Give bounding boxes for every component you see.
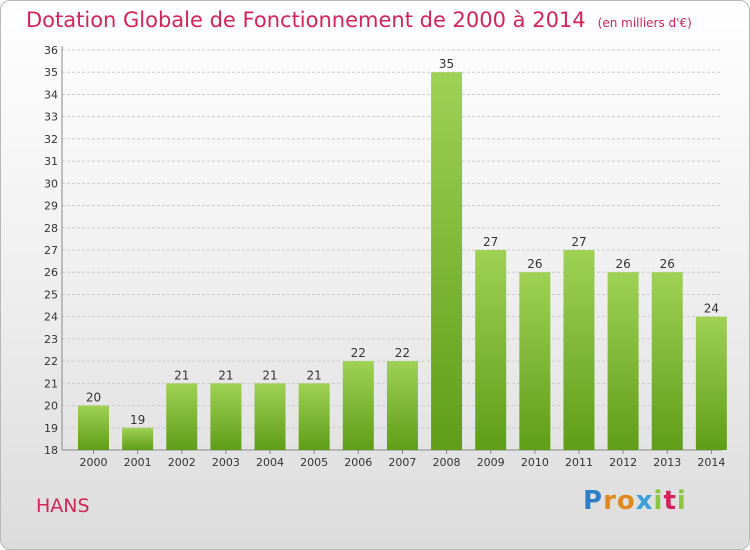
data-label: 26 — [527, 257, 542, 271]
bar-2002 — [166, 383, 198, 450]
data-label: 35 — [439, 57, 454, 71]
data-label: 21 — [262, 368, 277, 382]
y-tick-label: 19 — [44, 422, 58, 435]
data-label: 27 — [571, 235, 586, 249]
data-label: 24 — [704, 302, 719, 316]
commune-name: HANS — [36, 495, 90, 517]
y-tick-label: 21 — [44, 377, 58, 390]
x-tick-label: 2006 — [344, 456, 372, 469]
y-tick-label: 36 — [44, 44, 58, 57]
x-tick-label: 2011 — [565, 456, 593, 469]
data-label: 20 — [86, 391, 101, 405]
x-tick-label: 2001 — [124, 456, 152, 469]
y-tick-label: 25 — [44, 288, 58, 301]
y-tick-label: 18 — [44, 444, 58, 457]
bar-2014 — [695, 316, 727, 450]
x-tick-label: 2007 — [388, 456, 416, 469]
y-tick-label: 22 — [44, 355, 58, 368]
x-tick-label: 2010 — [521, 456, 549, 469]
y-tick-label: 20 — [44, 400, 58, 413]
bars: 20 19 21 21 21 21 22 22 35 27 26 27 26 26 24 — [78, 57, 727, 450]
bar-2011 — [563, 250, 595, 450]
data-label: 19 — [130, 413, 145, 427]
bar-2010 — [519, 272, 551, 450]
data-label: 21 — [174, 368, 189, 382]
y-tick-label: 33 — [44, 111, 58, 124]
x-tick-label: 2008 — [433, 456, 461, 469]
y-tick-label: 32 — [44, 133, 58, 146]
bar-2006 — [342, 361, 374, 450]
data-label: 21 — [218, 368, 233, 382]
proxiti-logo[interactable]: Proxiti — [583, 486, 687, 516]
y-tick-label: 29 — [44, 200, 58, 213]
x-tick-label: 2003 — [212, 456, 240, 469]
x-tick-label: 2013 — [653, 456, 681, 469]
bar-2003 — [210, 383, 242, 450]
bar-2013 — [651, 272, 683, 450]
bar-2009 — [475, 250, 507, 450]
y-tick-label: 30 — [44, 177, 58, 190]
x-tick-label: 2005 — [300, 456, 328, 469]
x-tick-label: 2014 — [697, 456, 725, 469]
chart-title: Dotation Globale de Fonctionnement de 20… — [26, 8, 692, 32]
y-tick-label: 24 — [44, 311, 58, 324]
data-label: 22 — [351, 346, 366, 360]
y-tick-label: 34 — [44, 88, 58, 101]
bar-2004 — [254, 383, 286, 450]
title-text: Dotation Globale de Fonctionnement de 20… — [26, 8, 586, 32]
y-tick-label: 28 — [44, 222, 58, 235]
data-label: 26 — [660, 257, 675, 271]
bar-2000 — [78, 405, 109, 450]
data-label: 26 — [615, 257, 630, 271]
x-tick-label: 2009 — [477, 456, 505, 469]
bar-2007 — [386, 361, 418, 450]
y-tick-label: 27 — [44, 244, 58, 257]
y-tick-label: 31 — [44, 155, 58, 168]
y-tick-label: 26 — [44, 266, 58, 279]
bar-2001 — [122, 427, 154, 450]
x-tick-label: 2002 — [168, 456, 196, 469]
x-axis: 2000 2001 2002 2003 2004 2005 2006 2007 2008 2009… — [80, 450, 725, 469]
x-tick-label: 2000 — [80, 456, 108, 469]
data-label: 22 — [395, 346, 410, 360]
bar-2005 — [298, 383, 330, 450]
x-tick-label: 2012 — [609, 456, 637, 469]
x-tick-label: 2004 — [256, 456, 284, 469]
y-tick-label: 35 — [44, 66, 58, 79]
bar-2008 — [431, 72, 463, 450]
data-label: 21 — [307, 368, 322, 382]
y-tick-label: 23 — [44, 333, 58, 346]
unit-label: (en milliers d'€) — [597, 16, 692, 30]
data-label: 27 — [483, 235, 498, 249]
bar-2012 — [607, 272, 639, 450]
